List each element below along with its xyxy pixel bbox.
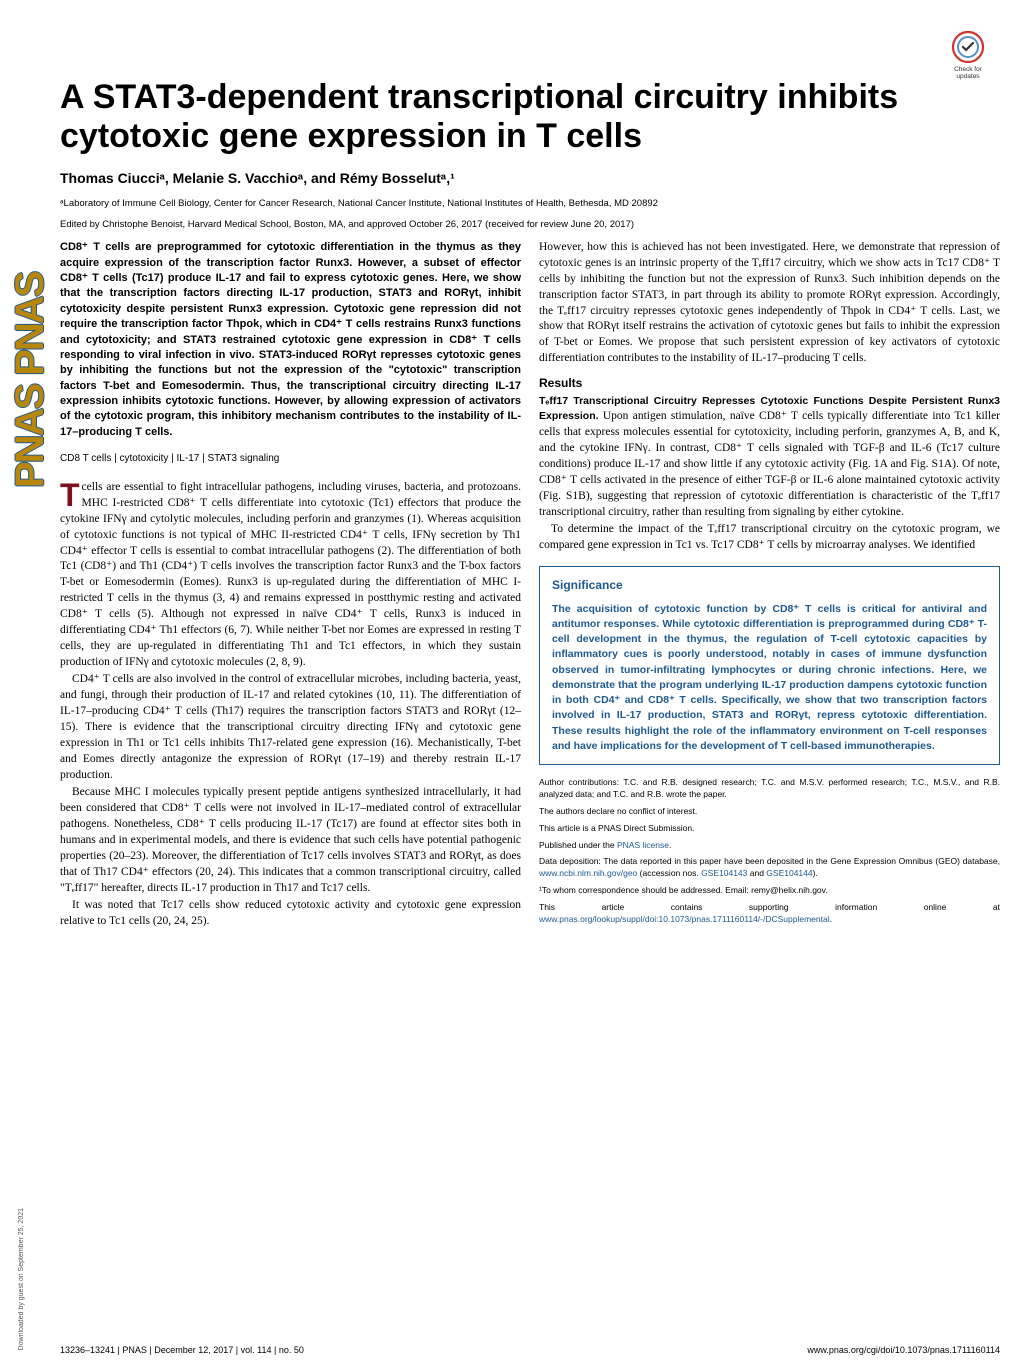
fn-deposition: Data deposition: The data reported in th… [539, 856, 1000, 880]
fn-license: Published under the PNAS license. [539, 840, 1000, 852]
fn-submission: This article is a PNAS Direct Submission… [539, 823, 1000, 835]
download-notice: Downloaded by guest on September 25, 202… [18, 1208, 25, 1350]
fn-conflict: The authors declare no conflict of inter… [539, 806, 1000, 818]
left-column: CD8⁺ T cells are preprogrammed for cytot… [60, 240, 521, 932]
abstract: CD8⁺ T cells are preprogrammed for cytot… [60, 240, 521, 440]
intro-paragraph-3: Because MHC I molecules typically presen… [60, 785, 521, 896]
fn-contributions: Author contributions: T.C. and R.B. desi… [539, 777, 1000, 801]
right-column: However, how this is achieved has not be… [539, 240, 1000, 932]
dropcap: T [60, 480, 82, 509]
fn-supporting: This article contains supporting informa… [539, 902, 1000, 926]
results-body: Upon antigen stimulation, naïve CD8⁺ T c… [539, 410, 1000, 517]
significance-title: Significance [552, 577, 987, 594]
intro-paragraph-4: It was noted that Tc17 cells show reduce… [60, 898, 521, 930]
fn-correspondence: ¹To whom correspondence should be addres… [539, 885, 1000, 897]
significance-body: The acquisition of cytotoxic function by… [552, 602, 987, 754]
geo-link[interactable]: www.ncbi.nlm.nih.gov/geo [539, 868, 637, 878]
badge-line2: updates [956, 73, 979, 80]
edited-line: Edited by Christophe Benoist, Harvard Me… [60, 219, 1000, 230]
results-paragraph-1: Tₑff17 Transcriptional Circuitry Repress… [539, 394, 1000, 521]
footnotes: Author contributions: T.C. and R.B. desi… [539, 777, 1000, 926]
accession-link-2[interactable]: GSE104144 [766, 868, 812, 878]
page-content: Check forupdates A STAT3-dependent trans… [60, 30, 1000, 932]
article-title: A STAT3-dependent transcriptional circui… [60, 78, 1000, 156]
pnas-vertical-logo: PNAS PNAS [8, 60, 36, 700]
keywords: CD8 T cells | cytotoxicity | IL-17 | STA… [60, 452, 521, 466]
col2-paragraph-1: However, how this is achieved has not be… [539, 240, 1000, 367]
significance-box: Significance The acquisition of cytotoxi… [539, 566, 1000, 765]
intro-paragraph-1: Tcells are essential to fight intracellu… [60, 480, 521, 670]
badge-line1: Check for [954, 66, 982, 73]
supporting-link[interactable]: www.pnas.org/lookup/suppl/doi:10.1073/pn… [539, 914, 830, 924]
results-paragraph-2: To determine the impact of the Tₑff17 tr… [539, 522, 1000, 554]
two-column-layout: CD8⁺ T cells are preprogrammed for cytot… [60, 240, 1000, 932]
accession-link-1[interactable]: GSE104143 [701, 868, 747, 878]
authors-line: Thomas Ciucciᵃ, Melanie S. Vacchioᵃ, and… [60, 170, 1000, 186]
pnas-license-link[interactable]: PNAS license [617, 840, 669, 850]
check-updates-icon [951, 30, 985, 64]
check-updates-badge[interactable]: Check forupdates [946, 30, 990, 78]
intro-paragraph-2: CD4⁺ T cells are also involved in the co… [60, 672, 521, 783]
affiliation: ᵃLaboratory of Immune Cell Biology, Cent… [60, 198, 1000, 209]
footer-left: 13236–13241 | PNAS | December 12, 2017 |… [60, 1345, 304, 1355]
page-footer: 13236–13241 | PNAS | December 12, 2017 |… [60, 1345, 1000, 1355]
footer-right: www.pnas.org/cgi/doi/10.1073/pnas.171116… [807, 1345, 1000, 1355]
intro-p1-text: cells are essential to fight intracellul… [60, 481, 521, 667]
results-heading: Results [539, 375, 1000, 392]
